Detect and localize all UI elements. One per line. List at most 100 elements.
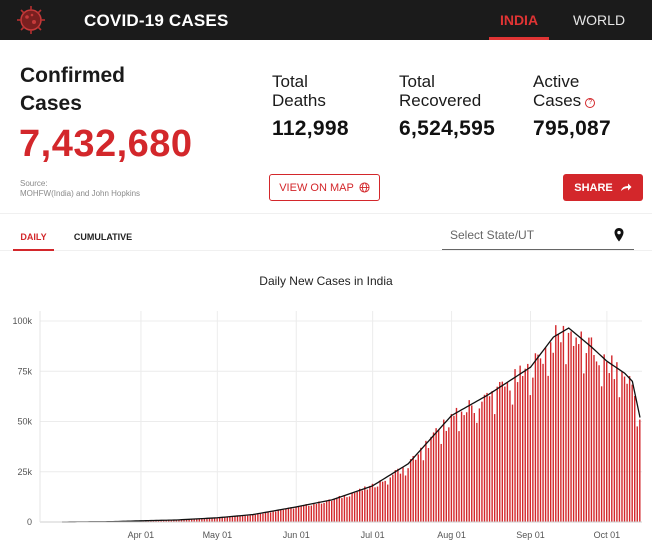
recovered-label-line2: Recovered [399,91,482,110]
daily-bar [303,505,305,522]
daily-bar [394,470,397,522]
daily-bar [348,496,351,522]
daily-bar [389,477,391,522]
tab-world[interactable]: WORLD [572,12,626,28]
daily-bar [313,503,315,522]
daily-bar [300,505,302,522]
daily-bar [483,394,486,522]
daily-bar [353,492,356,522]
x-tick-label: Oct 01 [594,530,621,540]
y-tick-label: 0 [27,517,32,527]
daily-bar [173,520,175,522]
state-select[interactable]: Select State/UT [442,222,634,250]
daily-bar [499,381,501,522]
tab-cumulative[interactable]: CUMULATIVE [73,232,133,242]
daily-bar [460,411,463,522]
daily-bar [239,515,241,522]
daily-bar [491,391,493,522]
daily-bar [613,379,616,522]
daily-bar [420,447,422,522]
daily-bar [430,436,432,522]
daily-bar [409,459,412,522]
active-stat: Active Cases? 795,087 [533,72,611,141]
daily-bar [595,361,598,522]
daily-bar [425,440,427,522]
daily-bar [277,510,279,522]
daily-bar [361,490,363,522]
daily-bar [476,422,478,522]
daily-bar [305,504,307,522]
daily-bar [323,502,325,522]
daily-bar [504,386,506,522]
daily-bar [183,519,185,522]
daily-cases-chart: 0 25k 50k 75k 100k Apr 01 May 01 Jun 01 Jul 01 Au… [12,311,642,540]
daily-bar [287,507,290,522]
info-icon[interactable]: ? [585,98,596,108]
daily-bar [249,515,251,522]
daily-bar [407,468,409,522]
daily-bar [392,474,394,522]
daily-bar [471,405,473,522]
daily-bar [274,511,277,522]
y-tick-label: 100k [12,316,32,326]
chart-title: Daily New Cases in India [259,274,393,288]
y-tick-label: 50k [17,417,32,427]
daily-bar [152,520,155,522]
daily-bar [448,427,450,522]
daily-bar [341,498,343,522]
daily-bar [244,515,246,522]
y-tick-label: 25k [17,467,32,477]
daily-bar [537,354,539,522]
daily-bar [481,401,483,522]
tab-daily[interactable]: DAILY [13,224,54,251]
daily-bar [333,499,335,522]
daily-bar [473,413,475,522]
y-tick-label: 75k [17,366,32,376]
daily-bar [381,481,384,522]
daily-bar [588,337,590,522]
daily-bar [221,517,223,522]
daily-bar [331,500,333,522]
daily-bar [402,467,404,522]
share-button[interactable]: SHARE [563,174,643,201]
daily-bar [145,520,147,522]
daily-bar [267,512,269,522]
daily-bar [514,369,516,522]
tab-india[interactable]: INDIA [489,0,549,40]
daily-bar [458,431,460,522]
daily-bar [226,517,229,522]
active-value: 795,087 [533,117,612,140]
daily-bar [639,419,641,522]
daily-bar [297,506,300,522]
source-label: Source: [20,179,48,188]
chart-area: Daily New Cases in India 0 25k 50k 75k 100k A… [0,251,652,549]
view-on-map-button[interactable]: VIEW ON MAP [269,174,380,201]
daily-bar [583,373,585,522]
daily-bar [359,488,361,522]
daily-bar [387,484,389,522]
daily-bar [343,495,346,522]
daily-bar [371,483,374,522]
daily-bar [246,515,249,522]
daily-bar [252,514,254,522]
daily-bar [384,480,386,522]
daily-bar [318,501,320,522]
daily-bar [465,412,468,522]
daily-bar [190,519,193,522]
deaths-label-line1: Total [272,72,308,91]
x-tick-label: Aug 01 [437,530,466,540]
daily-bar [150,520,152,522]
daily-bar [328,499,330,522]
daily-bar [198,518,201,522]
daily-bar [593,355,595,522]
daily-bar [608,373,610,522]
active-label: Active Cases? [533,72,611,110]
daily-bar [486,392,488,522]
daily-bar [193,518,195,522]
daily-bar [509,390,511,522]
daily-bar [229,516,231,522]
daily-bar [351,493,353,522]
daily-bar [636,426,638,522]
daily-bar [478,408,481,522]
daily-bar [315,504,318,522]
